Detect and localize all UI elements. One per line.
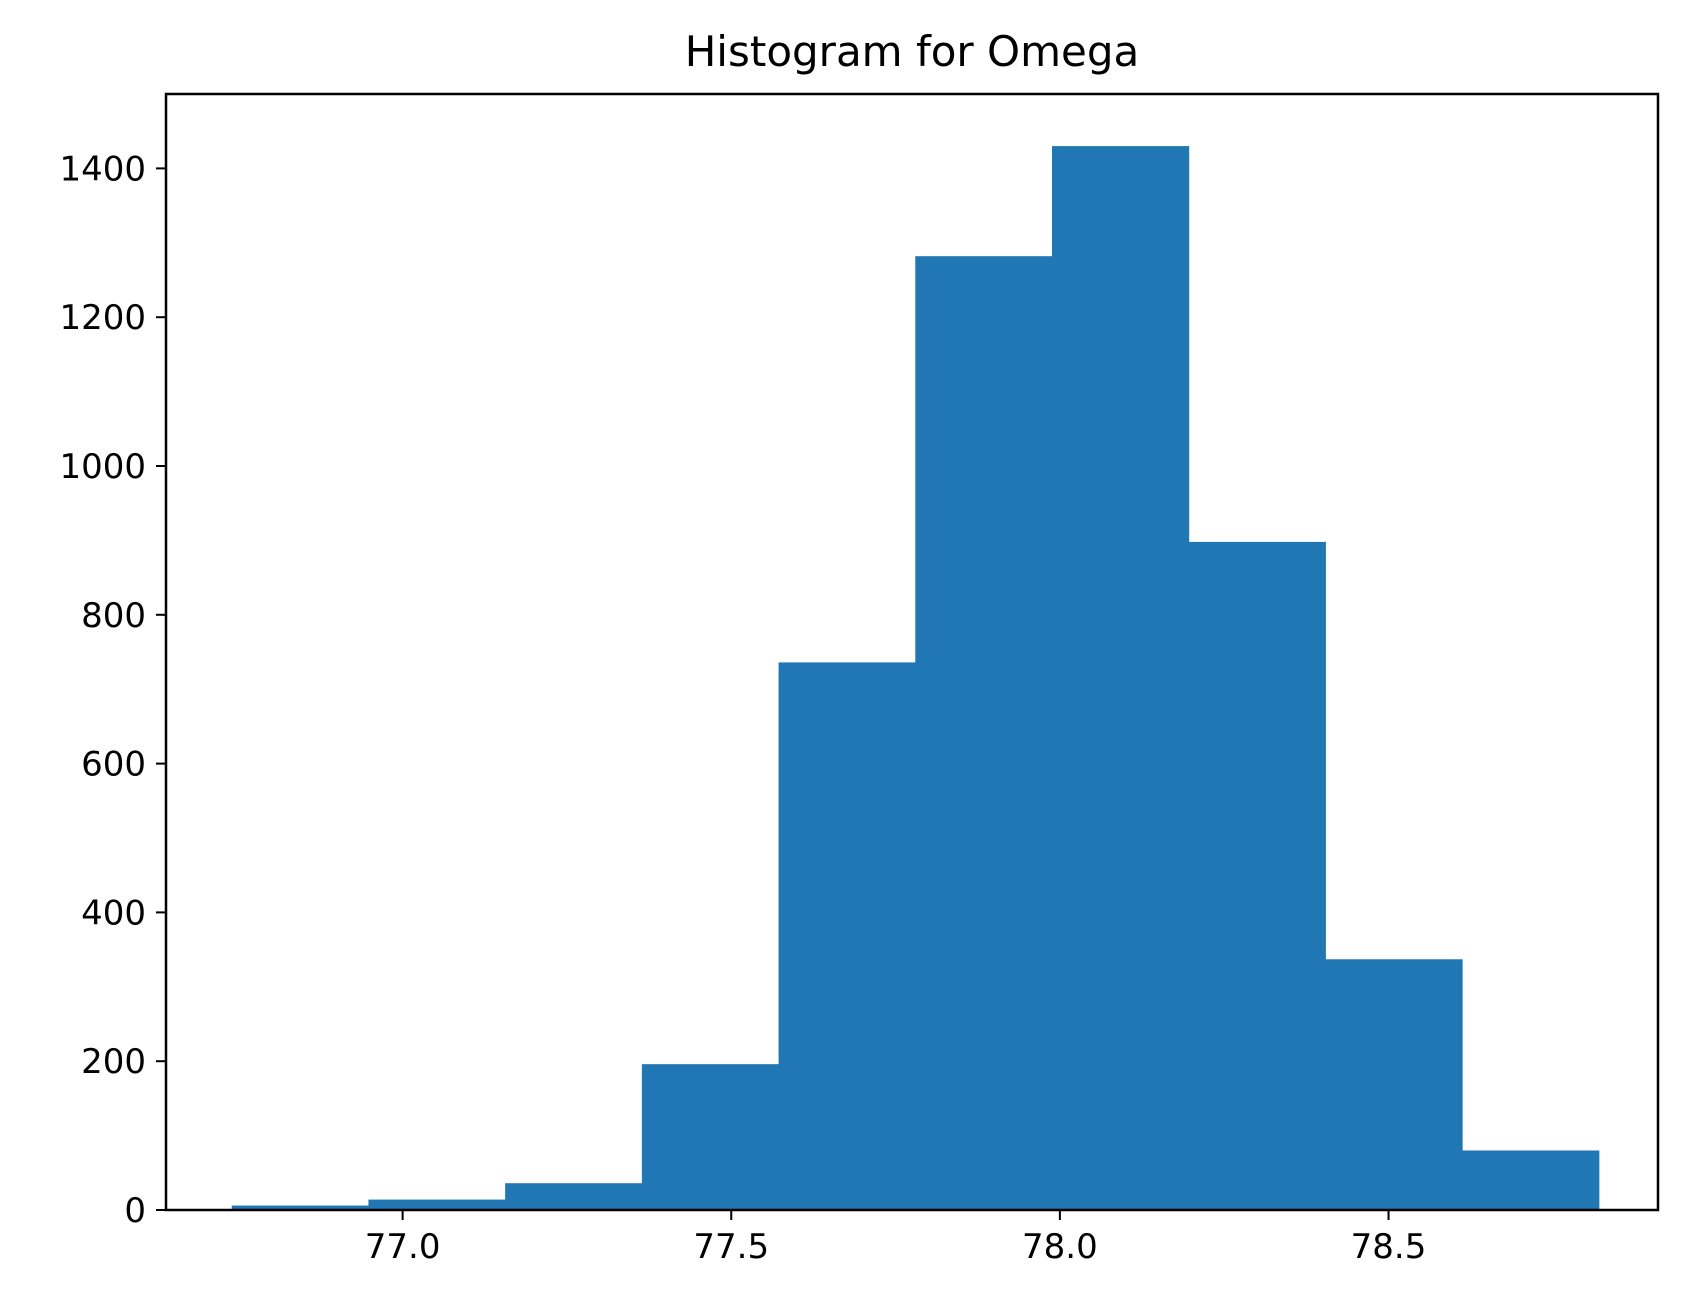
plot-frame [164, 92, 1660, 1212]
x-tick-label: 77.0 [365, 1227, 441, 1267]
histogram-bar [505, 1183, 643, 1210]
y-tick-label: 600 [81, 745, 146, 785]
y-tick-label: 1400 [59, 149, 146, 189]
y-axis: 0 200 400 600 800 1000 1200 1400 [59, 149, 166, 1231]
y-tick-label: 400 [81, 893, 146, 933]
y-tick-label: 1200 [59, 298, 146, 338]
y-tick-label: 1000 [59, 447, 146, 487]
histogram-bar [1051, 146, 1190, 1211]
y-tick-label: 200 [81, 1042, 146, 1082]
chart-title: Histogram for Omega [685, 27, 1140, 76]
y-tick-label: 0 [124, 1191, 146, 1231]
y-tick-label: 800 [81, 596, 146, 636]
histogram-bar [778, 662, 916, 1210]
x-tick-label: 77.5 [693, 1227, 769, 1267]
x-axis: 77.0 77.5 78.0 78.5 [365, 1210, 1427, 1267]
histogram-bar [368, 1199, 506, 1210]
x-tick-label: 78.5 [1351, 1227, 1427, 1267]
histogram-bar [915, 256, 1053, 1210]
histogram-bar [1188, 541, 1326, 1210]
bars-group [231, 146, 1600, 1211]
histogram-bar [1462, 1150, 1600, 1210]
x-tick-label: 78.0 [1022, 1227, 1098, 1267]
histogram-bar [641, 1064, 780, 1210]
histogram-bar [1325, 959, 1463, 1210]
histogram-bar [231, 1205, 369, 1210]
